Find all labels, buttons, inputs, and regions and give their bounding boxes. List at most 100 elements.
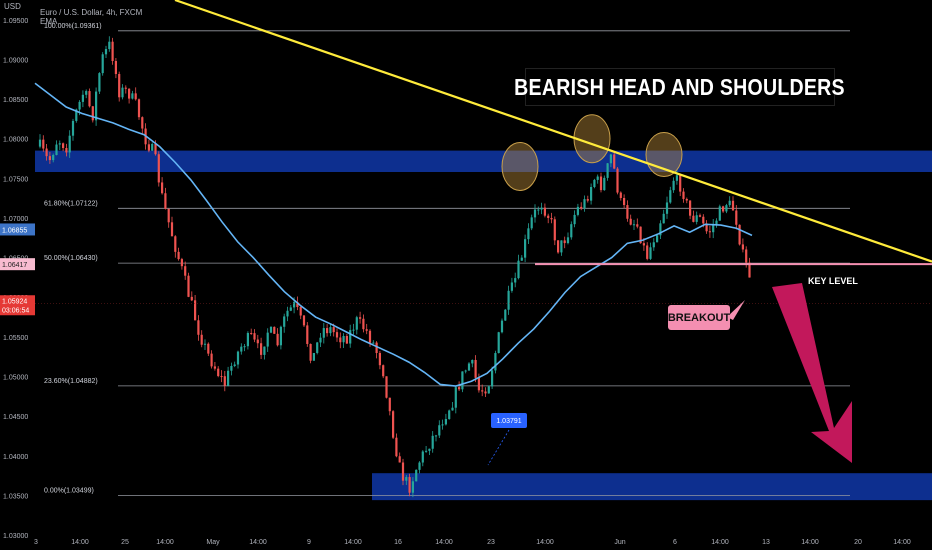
- candle-body: [362, 318, 365, 330]
- candle: [454, 385, 457, 414]
- candle-body: [302, 315, 306, 326]
- candle: [177, 247, 180, 261]
- low-marker-badge: [491, 413, 527, 428]
- candle-body: [425, 450, 428, 452]
- indicator-label[interactable]: EMA: [40, 17, 58, 26]
- y-tick-label: 1.09500: [3, 18, 28, 25]
- candle: [164, 187, 167, 210]
- candle: [415, 469, 418, 482]
- candle: [543, 203, 546, 218]
- candle-body: [497, 332, 500, 354]
- x-tick-label: 3: [34, 539, 38, 546]
- candle-body: [474, 359, 477, 378]
- x-tick-label: 16: [394, 539, 402, 546]
- candle-body: [510, 282, 513, 291]
- candle-body: [504, 309, 507, 321]
- x-tick-label: 20: [854, 539, 862, 546]
- candle-body: [494, 353, 497, 371]
- breakout-label: BREAKOUT: [668, 305, 730, 330]
- candle: [583, 195, 586, 212]
- candle: [246, 331, 249, 350]
- candle: [689, 200, 692, 220]
- candle: [421, 450, 424, 467]
- candle: [286, 306, 289, 322]
- candle-body: [71, 120, 75, 136]
- candle-body: [685, 198, 688, 201]
- down-arrow: [772, 283, 852, 463]
- x-tick-label: May: [206, 539, 220, 546]
- candle-body: [335, 332, 339, 338]
- candle: [500, 318, 504, 334]
- candle-body: [260, 343, 263, 355]
- x-tick-label: 23: [487, 539, 495, 546]
- currency-label: USD: [4, 2, 21, 11]
- candle-body: [85, 91, 88, 95]
- candle: [269, 326, 273, 334]
- candle-body: [114, 61, 117, 75]
- candle: [227, 366, 230, 387]
- candle: [95, 87, 98, 126]
- candle: [299, 305, 302, 320]
- candle-body: [632, 224, 636, 226]
- candle: [705, 220, 708, 234]
- y-tick-label: 1.04500: [3, 414, 28, 421]
- candle-body: [197, 320, 200, 335]
- candle: [619, 191, 622, 201]
- candle-body: [533, 209, 537, 218]
- candle-body: [616, 168, 619, 193]
- candle: [510, 277, 513, 293]
- candle: [748, 257, 751, 278]
- candle-body: [712, 224, 715, 233]
- candle-body: [240, 346, 243, 352]
- candle-body: [246, 332, 249, 347]
- candle-body: [547, 215, 550, 219]
- candle: [573, 210, 576, 228]
- candle-body: [250, 332, 253, 334]
- y-tick-label: 1.07000: [3, 216, 28, 223]
- candle: [131, 90, 134, 100]
- candle-body: [741, 244, 744, 250]
- candle: [203, 339, 207, 350]
- candle-body: [52, 154, 55, 161]
- candle-body: [438, 425, 441, 436]
- candle-body: [296, 302, 299, 308]
- candle-body: [329, 327, 332, 334]
- candle-body: [421, 451, 424, 463]
- candle-body: [748, 262, 751, 278]
- symbol-title[interactable]: Euro / U.S. Dollar, 4h, FXCM: [40, 8, 143, 17]
- candle-body: [200, 334, 203, 345]
- candle: [712, 219, 715, 239]
- candle-body: [266, 332, 269, 347]
- ema-price-badge: 1.06855: [2, 227, 27, 234]
- candle-body: [88, 91, 91, 107]
- candle-body: [134, 93, 137, 100]
- candle-body: [207, 343, 210, 354]
- candle: [68, 130, 71, 158]
- y-tick-label: 1.08500: [3, 97, 28, 104]
- candle: [557, 240, 560, 254]
- candle: [646, 242, 649, 261]
- x-tick-label: 14:00: [249, 539, 267, 546]
- support-zone: [372, 473, 932, 501]
- candle: [725, 203, 728, 214]
- candle-body: [573, 214, 576, 225]
- candle: [322, 322, 325, 344]
- overlay-layer: 1.03791: [35, 0, 932, 466]
- candle: [260, 337, 263, 359]
- candle: [85, 89, 88, 99]
- candle: [200, 330, 203, 348]
- candle: [444, 413, 447, 426]
- candle-body: [705, 223, 708, 232]
- candle: [458, 381, 461, 391]
- candle-body: [319, 337, 322, 343]
- trendline[interactable]: [174, 0, 932, 263]
- ema-line: [34, 82, 753, 387]
- candle-body: [339, 337, 342, 343]
- candle-body: [619, 192, 622, 198]
- candle-body: [636, 224, 639, 227]
- candle-body: [487, 386, 490, 394]
- candle: [566, 232, 570, 245]
- candle-body: [177, 251, 180, 260]
- candle-body: [342, 335, 345, 343]
